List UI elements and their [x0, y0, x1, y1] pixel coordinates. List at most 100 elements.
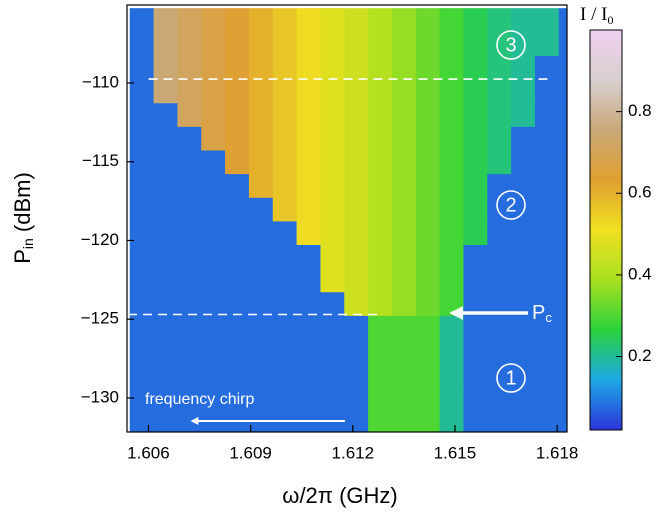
- heatmap-cell: [439, 220, 465, 246]
- heatmap-cell: [248, 338, 274, 364]
- heatmap-cell: [129, 409, 155, 432]
- heatmap-cell: [415, 102, 441, 127]
- heatmap-cell: [272, 102, 298, 127]
- heatmap-cell: [463, 409, 488, 432]
- heatmap-cell: [391, 102, 417, 127]
- heatmap-cell: [129, 197, 155, 222]
- heatmap-cell: [558, 338, 567, 364]
- heatmap-cell: [225, 126, 250, 151]
- heatmap-cell: [368, 386, 393, 411]
- heatmap-cell: [153, 55, 179, 80]
- heatmap-cell: [463, 386, 488, 411]
- heatmap-cell: [439, 386, 465, 411]
- heatmap-cell: [272, 8, 298, 33]
- heatmap-cell: [201, 8, 226, 33]
- heatmap-cell: [344, 244, 369, 269]
- heatmap-cell: [177, 197, 202, 222]
- heatmap-cell: [415, 315, 441, 340]
- heatmap-cell: [272, 315, 298, 340]
- heatmap-cell: [296, 173, 322, 198]
- heatmap-cell: [225, 220, 250, 246]
- heatmap-cell: [511, 315, 536, 340]
- heatmap-cell: [439, 268, 465, 293]
- heatmap-cell: [344, 8, 369, 33]
- heatmap-cell: [534, 31, 560, 57]
- heatmap-cell: [558, 79, 567, 104]
- heatmap-cell: [391, 338, 417, 364]
- heatmap-cell: [511, 102, 536, 127]
- heatmap-cell: [487, 102, 512, 127]
- heatmap-cell: [201, 79, 226, 104]
- heatmap-cell: [225, 79, 250, 104]
- heatmap-cell: [511, 197, 536, 222]
- heatmap-cell: [296, 55, 322, 80]
- heatmap-cell: [344, 409, 369, 432]
- heatmap-cell: [344, 362, 369, 387]
- region-label: 3: [505, 34, 516, 56]
- heatmap-cell: [415, 409, 441, 432]
- heatmap-cell: [534, 268, 560, 293]
- heatmap-cell: [368, 244, 393, 269]
- heatmap-cell: [296, 362, 322, 387]
- region-label: 2: [505, 194, 516, 216]
- heatmap-cell: [415, 149, 441, 175]
- heatmap-cell: [248, 220, 274, 246]
- heatmap-cell: [177, 31, 202, 57]
- heatmap-cell: [225, 197, 250, 222]
- heatmap-cell: [487, 362, 512, 387]
- heatmap-cell: [439, 315, 465, 340]
- x-tick-label: 1.609: [229, 443, 272, 462]
- heatmap-cell: [534, 315, 560, 340]
- heatmap-cell: [368, 79, 393, 104]
- heatmap-cell: [153, 8, 179, 33]
- heatmap-cell: [439, 8, 465, 33]
- heatmap-cell: [534, 409, 560, 432]
- heatmap-cell: [177, 55, 202, 80]
- heatmap-cell: [177, 8, 202, 33]
- heatmap-cell: [534, 220, 560, 246]
- heatmap-cell: [248, 126, 274, 151]
- heatmap-cell: [439, 102, 465, 127]
- heatmap-cell: [296, 197, 322, 222]
- heatmap-cell: [248, 197, 274, 222]
- heatmap-cell: [368, 362, 393, 387]
- heatmap-cell: [487, 55, 512, 80]
- heatmap-cell: [511, 55, 536, 80]
- heatmap-cell: [177, 291, 202, 316]
- heatmap-cell: [439, 149, 465, 175]
- heatmap-cell: [201, 149, 226, 175]
- pc-label: Pc: [532, 302, 552, 325]
- heatmap-cell: [201, 244, 226, 269]
- heatmap-cell: [391, 173, 417, 198]
- heatmap-cell: [391, 315, 417, 340]
- heatmap-cell: [463, 8, 488, 33]
- heatmap-cell: [177, 79, 202, 104]
- heatmap-cell: [248, 8, 274, 33]
- heatmap-cell: [558, 126, 567, 151]
- heatmap-cell: [534, 291, 560, 316]
- colorbar-label-sub: 0: [607, 13, 613, 27]
- heatmap-cell: [320, 291, 345, 316]
- heatmap-cell: [296, 291, 322, 316]
- heatmap-cell: [153, 268, 179, 293]
- heatmap-cell: [320, 315, 345, 340]
- heatmap-cell: [368, 197, 393, 222]
- heatmap: [129, 8, 567, 432]
- heatmap-cell: [225, 386, 250, 411]
- heatmap-cell: [534, 8, 560, 33]
- heatmap-cell: [558, 244, 567, 269]
- heatmap-cell: [320, 102, 345, 127]
- heatmap-cell: [368, 149, 393, 175]
- pc-label-sub: c: [545, 310, 552, 325]
- heatmap-cell: [129, 8, 155, 33]
- heatmap-cell: [415, 31, 441, 57]
- heatmap-cell: [391, 79, 417, 104]
- heatmap-cell: [225, 362, 250, 387]
- heatmap-cell: [368, 268, 393, 293]
- heatmap-cell: [463, 338, 488, 364]
- heatmap-cell: [344, 291, 369, 316]
- heatmap-cell: [129, 173, 155, 198]
- heatmap-cell: [153, 31, 179, 57]
- heatmap-cell: [177, 126, 202, 151]
- heatmap-cell: [129, 220, 155, 246]
